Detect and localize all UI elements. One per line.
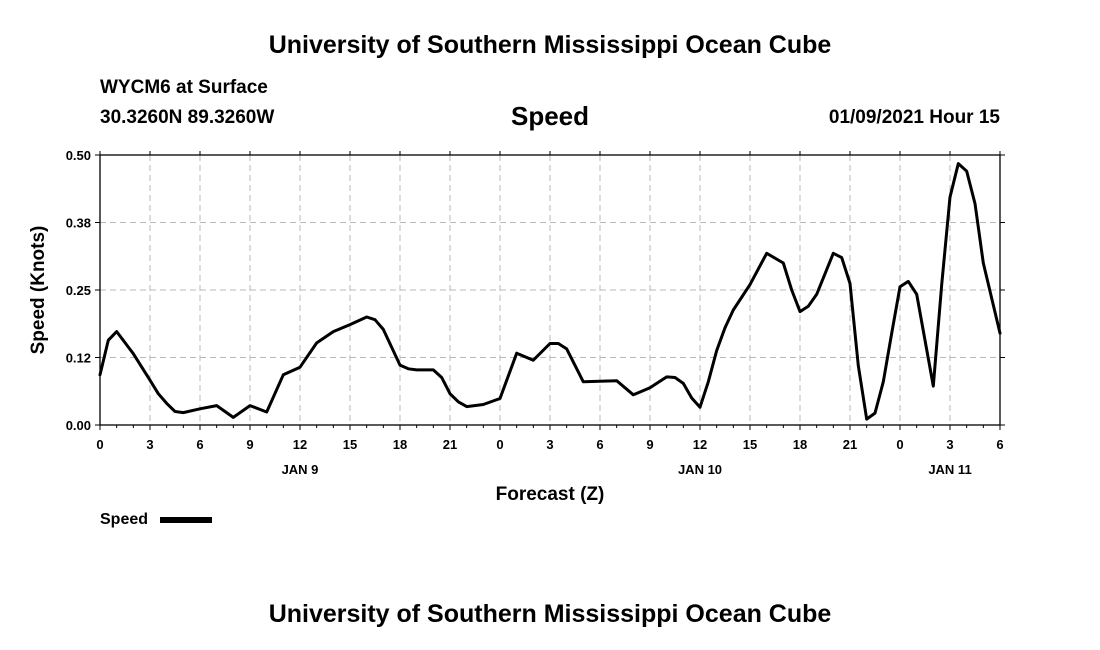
legend: Speed (100, 511, 212, 528)
station-label: WYCM6 at Surface (100, 77, 268, 98)
x-tick-label: 0 (96, 437, 103, 452)
x-tick-label: 21 (443, 437, 457, 452)
variable-label: Speed (510, 101, 590, 131)
x-tick-label: 12 (693, 437, 707, 452)
series-layer (98, 162, 1002, 421)
x-tick-label: 9 (246, 437, 253, 452)
day-label: JAN 9 (282, 462, 319, 477)
coordinates-label: 30.3260N 89.3260W (100, 107, 275, 128)
x-tick-label: 9 (646, 437, 653, 452)
x-tick-label: 3 (946, 437, 953, 452)
chart-title-bottom: University of Southern Mississippi Ocean… (268, 600, 832, 628)
grid-lines (100, 155, 1000, 425)
day-label: JAN 10 (678, 462, 722, 477)
y-tick-label: 0.00 (66, 418, 91, 433)
x-tick-label: 18 (793, 437, 807, 452)
x-tick-label: 6 (596, 437, 603, 452)
x-tick-label: 0 (496, 437, 503, 452)
x-tick-label: 12 (293, 437, 307, 452)
x-tick-label: 18 (393, 437, 407, 452)
y-tick-label: 0.50 (66, 148, 91, 163)
datetime-label: 01/09/2021 Hour 15 (828, 107, 1000, 128)
y-axis-title: Speed (Knots) (28, 226, 49, 355)
legend-label: Speed (100, 511, 148, 528)
x-tick-label: 0 (896, 437, 903, 452)
tick-marks (95, 151, 1005, 430)
x-tick-label: 15 (743, 437, 757, 452)
chart-title-top: University of Southern Mississippi Ocean… (268, 31, 832, 59)
y-tick-label: 0.12 (66, 351, 91, 366)
x-tick-label: 21 (843, 437, 857, 452)
y-tick-label: 0.38 (66, 216, 91, 231)
x-axis-title: Forecast (Z) (496, 484, 605, 505)
x-tick-label: 3 (146, 437, 153, 452)
x-tick-label: 6 (196, 437, 203, 452)
x-tick-label: 3 (546, 437, 553, 452)
tick-labels: 0 3 6 9 12 15 18 21 0 3 6 9 12 15 18 21 0 3 6 JAN 9 JAN 10 JA… (66, 148, 1004, 477)
speed-series-line (98, 162, 1002, 421)
x-tick-label: 6 (996, 437, 1003, 452)
y-tick-label: 0.25 (66, 283, 91, 298)
x-tick-label: 15 (343, 437, 357, 452)
day-label: JAN 11 (928, 462, 971, 477)
